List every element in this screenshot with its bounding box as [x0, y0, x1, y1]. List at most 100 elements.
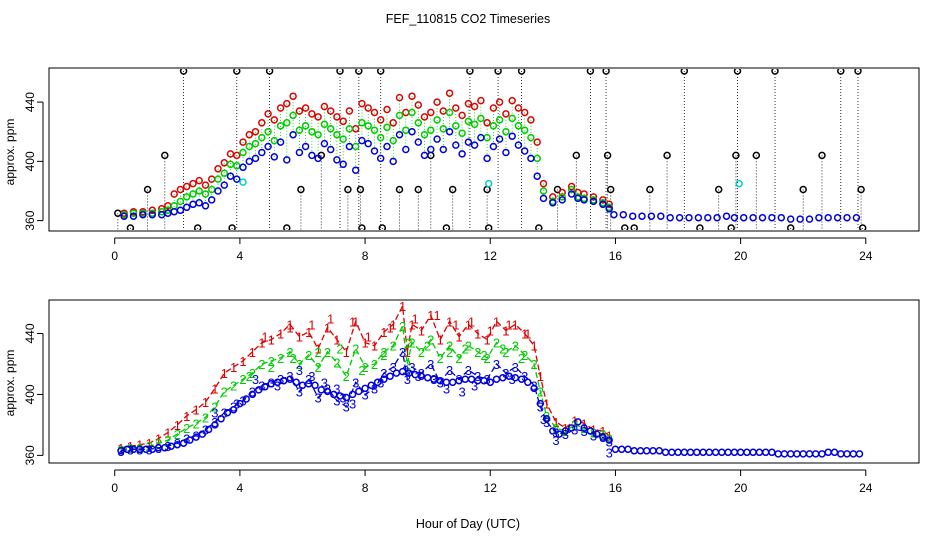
- blue-data-point: [502, 148, 510, 157]
- red-series-label-mark: 1: [361, 336, 368, 351]
- blue-data-point: [605, 436, 613, 444]
- cyan-data-point: [484, 179, 493, 188]
- black-data-point: [733, 69, 742, 75]
- green-series-label-mark: 2: [202, 410, 209, 425]
- red-data-point: [464, 99, 473, 108]
- green-data-point: [182, 193, 191, 201]
- blue-data-point: [439, 145, 448, 154]
- blue-label-point: 3: [252, 372, 259, 387]
- green-series-label-mark: 2: [296, 357, 303, 372]
- blue-data-point: [722, 212, 731, 220]
- black-data-point: [535, 224, 543, 230]
- green-data-point: [295, 126, 304, 134]
- blue-label-point: 3: [458, 384, 465, 399]
- red-data-point: [433, 98, 441, 106]
- red-data-point: [508, 96, 516, 105]
- top-y-tick-label: 440: [23, 92, 37, 112]
- black-data-point: [265, 69, 274, 75]
- red-series-label-mark: 1: [258, 336, 265, 351]
- green-label-point: 2: [480, 348, 487, 363]
- green-series-label-mark: 2: [211, 400, 218, 415]
- blue-data-point: [351, 166, 360, 174]
- green-data-point: [129, 209, 138, 217]
- x-axis-label: Hour of Day (UTC): [416, 517, 520, 531]
- red-data-point: [445, 89, 454, 97]
- blue-data-point: [402, 145, 410, 154]
- blue-label-point: 3: [211, 406, 218, 421]
- red-data-point: [483, 119, 491, 127]
- blue-label-point: 3: [552, 433, 559, 448]
- blue-series-label-mark: 3: [455, 372, 462, 387]
- red-series-label-mark: 1: [484, 333, 491, 348]
- green-series-label-mark: 2: [183, 421, 190, 436]
- green-data-point: [258, 133, 266, 142]
- green-series-label-mark: 2: [484, 351, 491, 366]
- red-data-point: [358, 99, 366, 108]
- blue-data-point: [527, 154, 535, 163]
- red-data-point: [314, 113, 322, 121]
- blue-data-point: [245, 157, 254, 166]
- blue-data-point: [768, 213, 776, 222]
- green-series-label-mark: 2: [136, 441, 143, 456]
- blue-series-label-mark: 3: [239, 394, 246, 409]
- blue-data-point: [580, 424, 588, 432]
- green-series-label-mark: 2: [446, 339, 453, 354]
- black-data-point: [395, 185, 404, 194]
- red-data-point: [589, 193, 598, 201]
- top-y-tick-label: 360: [23, 210, 37, 230]
- red-series-label-mark: 1: [502, 323, 509, 338]
- blue-data-point: [254, 386, 263, 394]
- blue-data-point: [599, 433, 607, 441]
- green-series-label-mark: 2: [221, 384, 228, 399]
- blue-series-label-mark: 3: [117, 444, 124, 459]
- black-data-point: [837, 69, 845, 75]
- red-data-point: [539, 179, 548, 188]
- red-label-point: 1: [505, 317, 512, 332]
- green-data-point: [558, 193, 566, 201]
- blue-data-point: [558, 196, 566, 204]
- blue-data-point: [323, 387, 332, 396]
- blue-data-point: [367, 381, 376, 390]
- green-series-label-mark: 2: [390, 339, 397, 354]
- red-data-point: [376, 116, 385, 124]
- blue-series-label-mark: 3: [493, 357, 500, 372]
- blue-data-point: [301, 142, 310, 151]
- red-data-point: [214, 165, 222, 173]
- green-data-point: [251, 139, 260, 148]
- black-data-point: [854, 69, 862, 75]
- blue-data-point: [355, 387, 363, 396]
- blue-data-point: [586, 427, 595, 435]
- green-series-label-mark: 2: [606, 432, 613, 447]
- red-series-label-mark: 1: [581, 416, 588, 431]
- blue-series-label-mark: 3: [446, 363, 453, 378]
- green-series-label-mark: 2: [474, 345, 481, 360]
- blue-series-label-mark: 3: [174, 436, 181, 451]
- black-data-point: [818, 151, 826, 160]
- green-series-label-mark: 2: [581, 421, 588, 436]
- blue-label-point: 3: [321, 375, 328, 390]
- red-data-point: [283, 99, 291, 108]
- blue-series-label-mark: 3: [437, 375, 444, 390]
- blue-series-label-mark: 3: [371, 381, 378, 396]
- green-series-label-mark: 2: [239, 372, 246, 387]
- blue-series-label-mark: 3: [296, 384, 303, 399]
- blue-label-point: 3: [471, 378, 478, 393]
- blue-data-point: [605, 205, 613, 213]
- black-data-point: [858, 224, 867, 230]
- blue-data-point: [458, 150, 466, 158]
- green-series-label-mark: 2: [512, 339, 519, 354]
- red-series-label-mark: 1: [437, 333, 444, 348]
- blue-data-point: [176, 206, 185, 215]
- blue-data-point: [342, 393, 351, 402]
- red-data-point: [148, 206, 157, 215]
- black-data-point: [193, 224, 202, 230]
- blue-data-point: [129, 212, 138, 220]
- blue-data-point: [452, 141, 460, 149]
- blue-data-point: [348, 390, 357, 399]
- green-data-point: [408, 108, 416, 117]
- red-series-label-mark: 1: [399, 299, 406, 314]
- blue-series-label-mark: 3: [599, 430, 606, 445]
- green-series-label-mark: 2: [164, 433, 171, 448]
- red-data-point: [270, 116, 279, 124]
- blue-data-point: [567, 190, 576, 198]
